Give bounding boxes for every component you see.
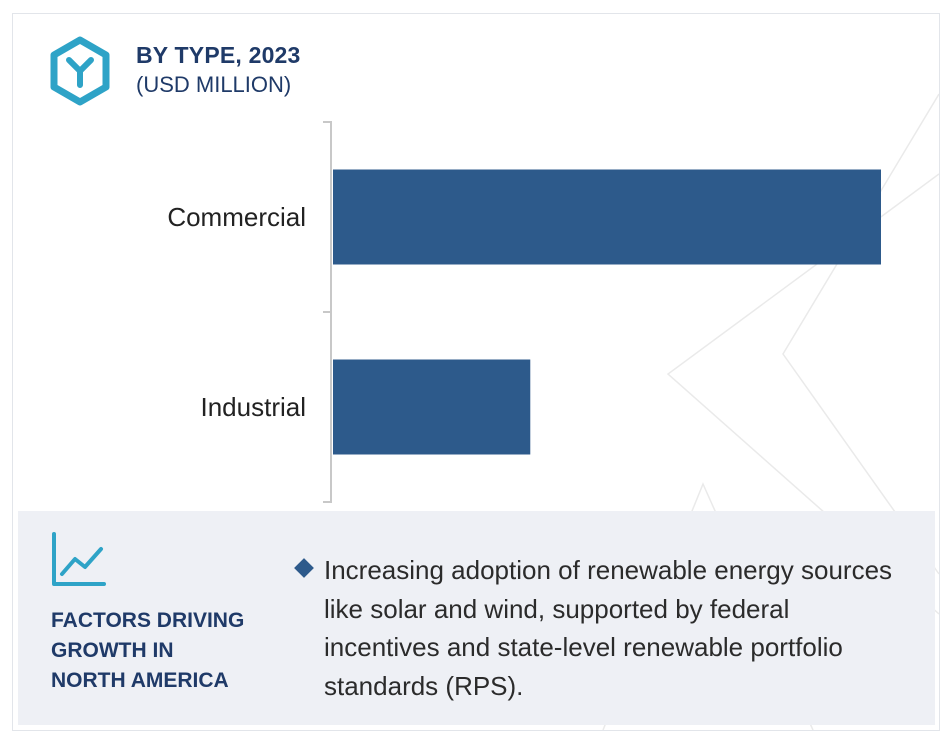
factors-heading-line: NORTH AMERICA [51,669,229,692]
chart-subtitle: (USD MILLION) [136,72,292,97]
bar-chart: Commercial Industrial [167,121,881,503]
bar-commercial [333,169,881,265]
chart-title: BY TYPE, 2023 [136,42,301,68]
category-label: Commercial [167,202,306,232]
bullet-diamond-icon [294,558,314,578]
factors-panel: FACTORS DRIVING GROWTH IN NORTH AMERICA … [18,511,935,725]
category-axis [323,121,332,503]
factors-heading-line: GROWTH IN [51,639,174,662]
category-label: Industrial [201,392,307,422]
bar-industrial [333,359,531,455]
factors-heading: FACTORS DRIVING GROWTH IN NORTH AMERICA [51,606,271,696]
cube-y-icon [50,36,110,106]
factor-bullet-text: Increasing adoption of renewable energy … [324,555,893,701]
chart-card: BY TYPE, 2023 (USD MILLION) Commercial In… [12,13,940,731]
trend-chart-icon [52,532,106,586]
factors-heading-line: FACTORS DRIVING [51,609,245,632]
